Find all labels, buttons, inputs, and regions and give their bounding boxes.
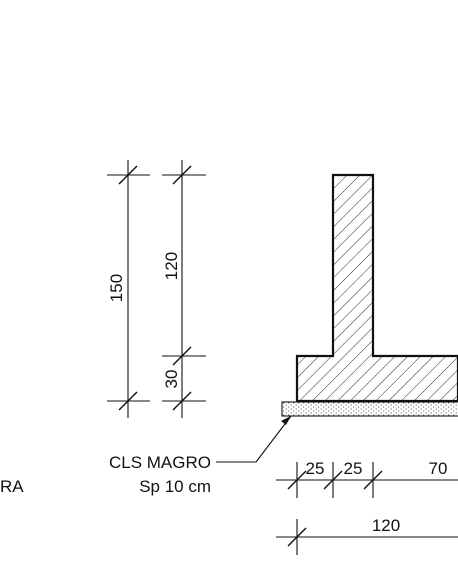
- dimension-label-width-c: 70: [429, 459, 448, 478]
- dimension-label-total-width: 120: [372, 516, 400, 535]
- lean-concrete-leader: [216, 415, 292, 463]
- dimension-total-width: [276, 519, 458, 555]
- lean-concrete-thickness-label: Sp 10 cm: [139, 477, 211, 496]
- dimension-label-stem-height: 120: [162, 252, 181, 280]
- dimension-partial-widths: [276, 462, 458, 498]
- dimension-total-height: [107, 160, 150, 418]
- dimension-label-width-b: 25: [344, 459, 363, 478]
- left-cut-text: RA: [0, 477, 24, 496]
- lean-concrete-label: CLS MAGRO: [109, 453, 211, 472]
- lean-concrete-layer: [281, 401, 458, 417]
- dimension-label-total-height: 150: [107, 274, 126, 302]
- wall-section-hatched: [295, 173, 458, 403]
- dimension-stem-base-heights: [162, 160, 206, 418]
- dimension-label-width-a: 25: [306, 459, 325, 478]
- dimension-label-base-height: 30: [162, 370, 181, 389]
